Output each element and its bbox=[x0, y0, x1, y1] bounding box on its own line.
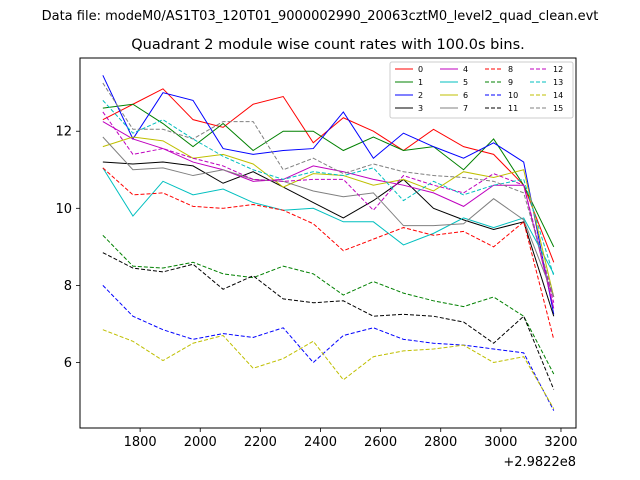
legend-entry-12: 12 bbox=[530, 65, 563, 74]
series-line-11 bbox=[102, 252, 555, 390]
series-line-5 bbox=[102, 167, 555, 275]
legend-entry-7: 7 bbox=[440, 104, 468, 113]
legend-label: 8 bbox=[508, 65, 513, 74]
legend-entry-15: 15 bbox=[530, 104, 563, 113]
legend-label: 1 bbox=[418, 78, 423, 87]
legend-label: 2 bbox=[418, 91, 423, 100]
legend-label: 15 bbox=[553, 104, 563, 113]
series-line-9 bbox=[102, 234, 555, 375]
legend-label: 7 bbox=[463, 104, 468, 113]
series-line-4 bbox=[102, 121, 555, 309]
legend-label: 11 bbox=[508, 104, 518, 113]
legend-label: 4 bbox=[463, 65, 468, 74]
series-line-8 bbox=[102, 167, 555, 340]
legend-label: 0 bbox=[418, 65, 423, 74]
series-layer bbox=[102, 75, 555, 411]
y-tick-label: 6 bbox=[64, 356, 72, 371]
legend-label: 9 bbox=[508, 78, 513, 87]
series-line-2 bbox=[102, 75, 555, 315]
legend-entry-11: 11 bbox=[485, 104, 518, 113]
x-tick-label: 3000 bbox=[484, 435, 517, 450]
series-line-10 bbox=[102, 285, 555, 411]
figure-suptitle: Data file: modeM0/AS1T03_120T01_90000029… bbox=[42, 9, 599, 24]
series-line-6 bbox=[102, 136, 555, 298]
legend-box bbox=[389, 61, 574, 119]
x-axis: 1800 2000 2200 2400 2600 2800 3000 3200 bbox=[124, 428, 578, 450]
chart-title: Quadrant 2 module wise count rates with … bbox=[131, 37, 525, 53]
y-axis: 6 8 10 12 bbox=[55, 125, 80, 371]
x-tick-label: 1800 bbox=[124, 435, 157, 450]
y-tick-label: 10 bbox=[55, 202, 72, 217]
legend-entry-2: 2 bbox=[395, 91, 423, 100]
legend-label: 14 bbox=[553, 91, 563, 100]
legend-label: 3 bbox=[418, 104, 423, 113]
legend-entry-4: 4 bbox=[440, 65, 468, 74]
x-tick-label: 2000 bbox=[184, 435, 217, 450]
series-line-3 bbox=[102, 161, 555, 317]
x-tick-label: 2400 bbox=[304, 435, 337, 450]
legend-label: 12 bbox=[553, 65, 563, 74]
y-tick-label: 8 bbox=[64, 279, 72, 294]
x-tick-label: 2200 bbox=[244, 435, 277, 450]
legend-entry-3: 3 bbox=[395, 104, 423, 113]
legend-label: 6 bbox=[463, 91, 468, 100]
legend-label: 10 bbox=[508, 91, 518, 100]
legend-entry-0: 0 bbox=[395, 65, 423, 74]
x-tick-label: 3200 bbox=[544, 435, 577, 450]
series-line-7 bbox=[102, 136, 555, 298]
legend-entry-8: 8 bbox=[485, 65, 513, 74]
y-tick-label: 12 bbox=[55, 125, 72, 140]
legend-entry-14: 14 bbox=[530, 91, 563, 100]
legend-entry-6: 6 bbox=[440, 91, 468, 100]
series-line-12 bbox=[102, 111, 555, 303]
x-offset-label: +2.9822e8 bbox=[503, 455, 576, 470]
legend-entry-5: 5 bbox=[440, 78, 468, 87]
legend-label: 13 bbox=[553, 78, 563, 87]
x-tick-label: 2600 bbox=[364, 435, 397, 450]
x-tick-label: 2800 bbox=[424, 435, 457, 450]
legend-entry-10: 10 bbox=[485, 91, 518, 100]
legend-label: 5 bbox=[463, 78, 468, 87]
axes-frame bbox=[79, 57, 577, 429]
series-line-13 bbox=[102, 100, 555, 276]
legend-entry-9: 9 bbox=[485, 78, 513, 87]
series-line-1 bbox=[102, 103, 555, 248]
series-line-14 bbox=[102, 329, 555, 409]
legend-entry-13: 13 bbox=[530, 78, 563, 87]
legend-entry-1: 1 bbox=[395, 78, 423, 87]
